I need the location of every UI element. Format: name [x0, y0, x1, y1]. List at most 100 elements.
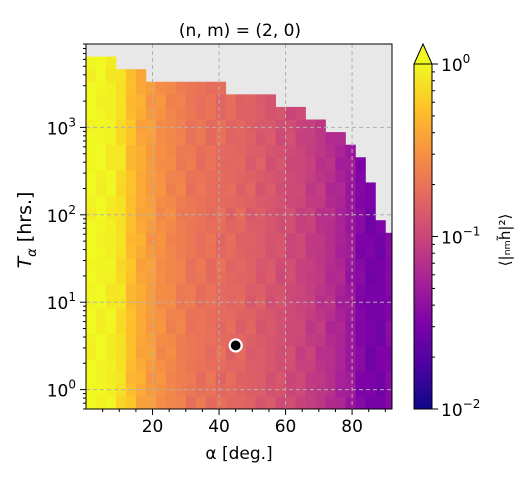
- heatmap-cell: [215, 333, 227, 347]
- heatmap-cell: [86, 69, 97, 83]
- heatmap-cell: [275, 132, 286, 146]
- heatmap-cell: [175, 333, 187, 347]
- heatmap-cell: [235, 132, 247, 146]
- heatmap-cell: [265, 94, 276, 108]
- heatmap-cell: [175, 346, 187, 360]
- heatmap-cell: [355, 182, 366, 196]
- heatmap-cell: [385, 396, 393, 410]
- heatmap-cell: [235, 220, 247, 234]
- heatmap-cell: [345, 295, 356, 309]
- heatmap-cell: [235, 232, 247, 246]
- heatmap-cell: [265, 106, 276, 120]
- heatmap-cell: [215, 144, 227, 158]
- heatmap-cell: [185, 195, 197, 209]
- heatmap-cell: [325, 257, 336, 271]
- heatmap-cell: [255, 383, 267, 397]
- heatmap-cell: [355, 169, 366, 183]
- heatmap-cell: [125, 157, 137, 171]
- heatmap-cell: [345, 396, 356, 410]
- heatmap-cell: [145, 358, 157, 372]
- heatmap-cell: [305, 245, 316, 259]
- heatmap-cell: [205, 157, 217, 171]
- heatmap-cell: [355, 308, 366, 322]
- heatmap-cell: [145, 81, 157, 95]
- heatmap-cell: [275, 308, 286, 322]
- heatmap-cell: [305, 220, 316, 234]
- heatmap-cell: [295, 383, 306, 397]
- heatmap-cell: [355, 157, 366, 171]
- heatmap-cell: [95, 232, 107, 246]
- heatmap-cell: [335, 270, 346, 284]
- heatmap-cell: [86, 106, 97, 120]
- heatmap-cell: [275, 119, 286, 133]
- heatmap-cell: [225, 346, 237, 360]
- heatmap-cell: [295, 232, 306, 246]
- heatmap-cell: [155, 232, 167, 246]
- heatmap-cell: [315, 245, 326, 259]
- heatmap-cell: [265, 383, 276, 397]
- heatmap-cell: [86, 144, 97, 158]
- heatmap-cell: [305, 320, 316, 334]
- heatmap-cell: [195, 169, 207, 183]
- heatmap-cell: [105, 69, 117, 83]
- heatmap-cell: [275, 346, 286, 360]
- heatmap-cell: [235, 182, 247, 196]
- heatmap-cell: [185, 94, 197, 108]
- heatmap-cell: [195, 144, 207, 158]
- heatmap-cell: [135, 207, 147, 221]
- heatmap-cell: [135, 371, 147, 385]
- heatmap-cell: [275, 195, 286, 209]
- heatmap-cell: [195, 207, 207, 221]
- heatmap-cell: [335, 308, 346, 322]
- heatmap-cell: [215, 358, 227, 372]
- heatmap-cell: [245, 270, 257, 284]
- heatmap-cell: [145, 207, 157, 221]
- heatmap-cell: [105, 371, 117, 385]
- heatmap-cell: [235, 144, 247, 158]
- heatmap-cell: [385, 371, 393, 385]
- heatmap-cell: [115, 106, 127, 120]
- heatmap-cell: [175, 169, 187, 183]
- heatmap-cell: [245, 207, 257, 221]
- heatmap-cell: [365, 207, 376, 221]
- heatmap-cell: [245, 245, 257, 259]
- heatmap-cell: [295, 144, 306, 158]
- heatmap-cell: [195, 371, 207, 385]
- heatmap-cell: [125, 195, 137, 209]
- heatmap-cell: [355, 245, 366, 259]
- heatmap-cell: [355, 283, 366, 297]
- heatmap-cell: [255, 144, 267, 158]
- heatmap-cell: [325, 320, 336, 334]
- heatmap-cell: [285, 106, 296, 120]
- heatmap-cell: [315, 169, 326, 183]
- heatmap-cell: [86, 182, 97, 196]
- heatmap-cell: [145, 119, 157, 133]
- heatmap-cell: [345, 207, 356, 221]
- heatmap-cell: [95, 358, 107, 372]
- x-tick-label: 80: [341, 417, 363, 437]
- heatmap-cell: [155, 207, 167, 221]
- heatmap-cell: [86, 346, 97, 360]
- heatmap-cell: [115, 396, 127, 410]
- heatmap-cell: [325, 132, 336, 146]
- heatmap-cell: [375, 396, 386, 410]
- heatmap-cell: [255, 346, 267, 360]
- y-axis-label-unit: [hrs.]: [14, 192, 36, 249]
- heatmap-cell: [285, 283, 296, 297]
- heatmap-cell: [205, 396, 217, 410]
- heatmap-cell: [105, 157, 117, 171]
- heatmap-cell: [365, 371, 376, 385]
- heatmap-cell: [265, 220, 276, 234]
- heatmap-cell: [155, 106, 167, 120]
- heatmap-cell: [175, 144, 187, 158]
- heatmap-cell: [375, 232, 386, 246]
- heatmap-cell: [345, 333, 356, 347]
- heatmap-cell: [235, 358, 247, 372]
- heatmap-cell: [115, 308, 127, 322]
- heatmap-cell: [335, 169, 346, 183]
- heatmap-cell: [175, 232, 187, 246]
- heatmap-cell: [86, 56, 97, 70]
- heatmap-cell: [305, 257, 316, 271]
- heatmap-cell: [375, 383, 386, 397]
- heatmap-cell: [275, 396, 286, 410]
